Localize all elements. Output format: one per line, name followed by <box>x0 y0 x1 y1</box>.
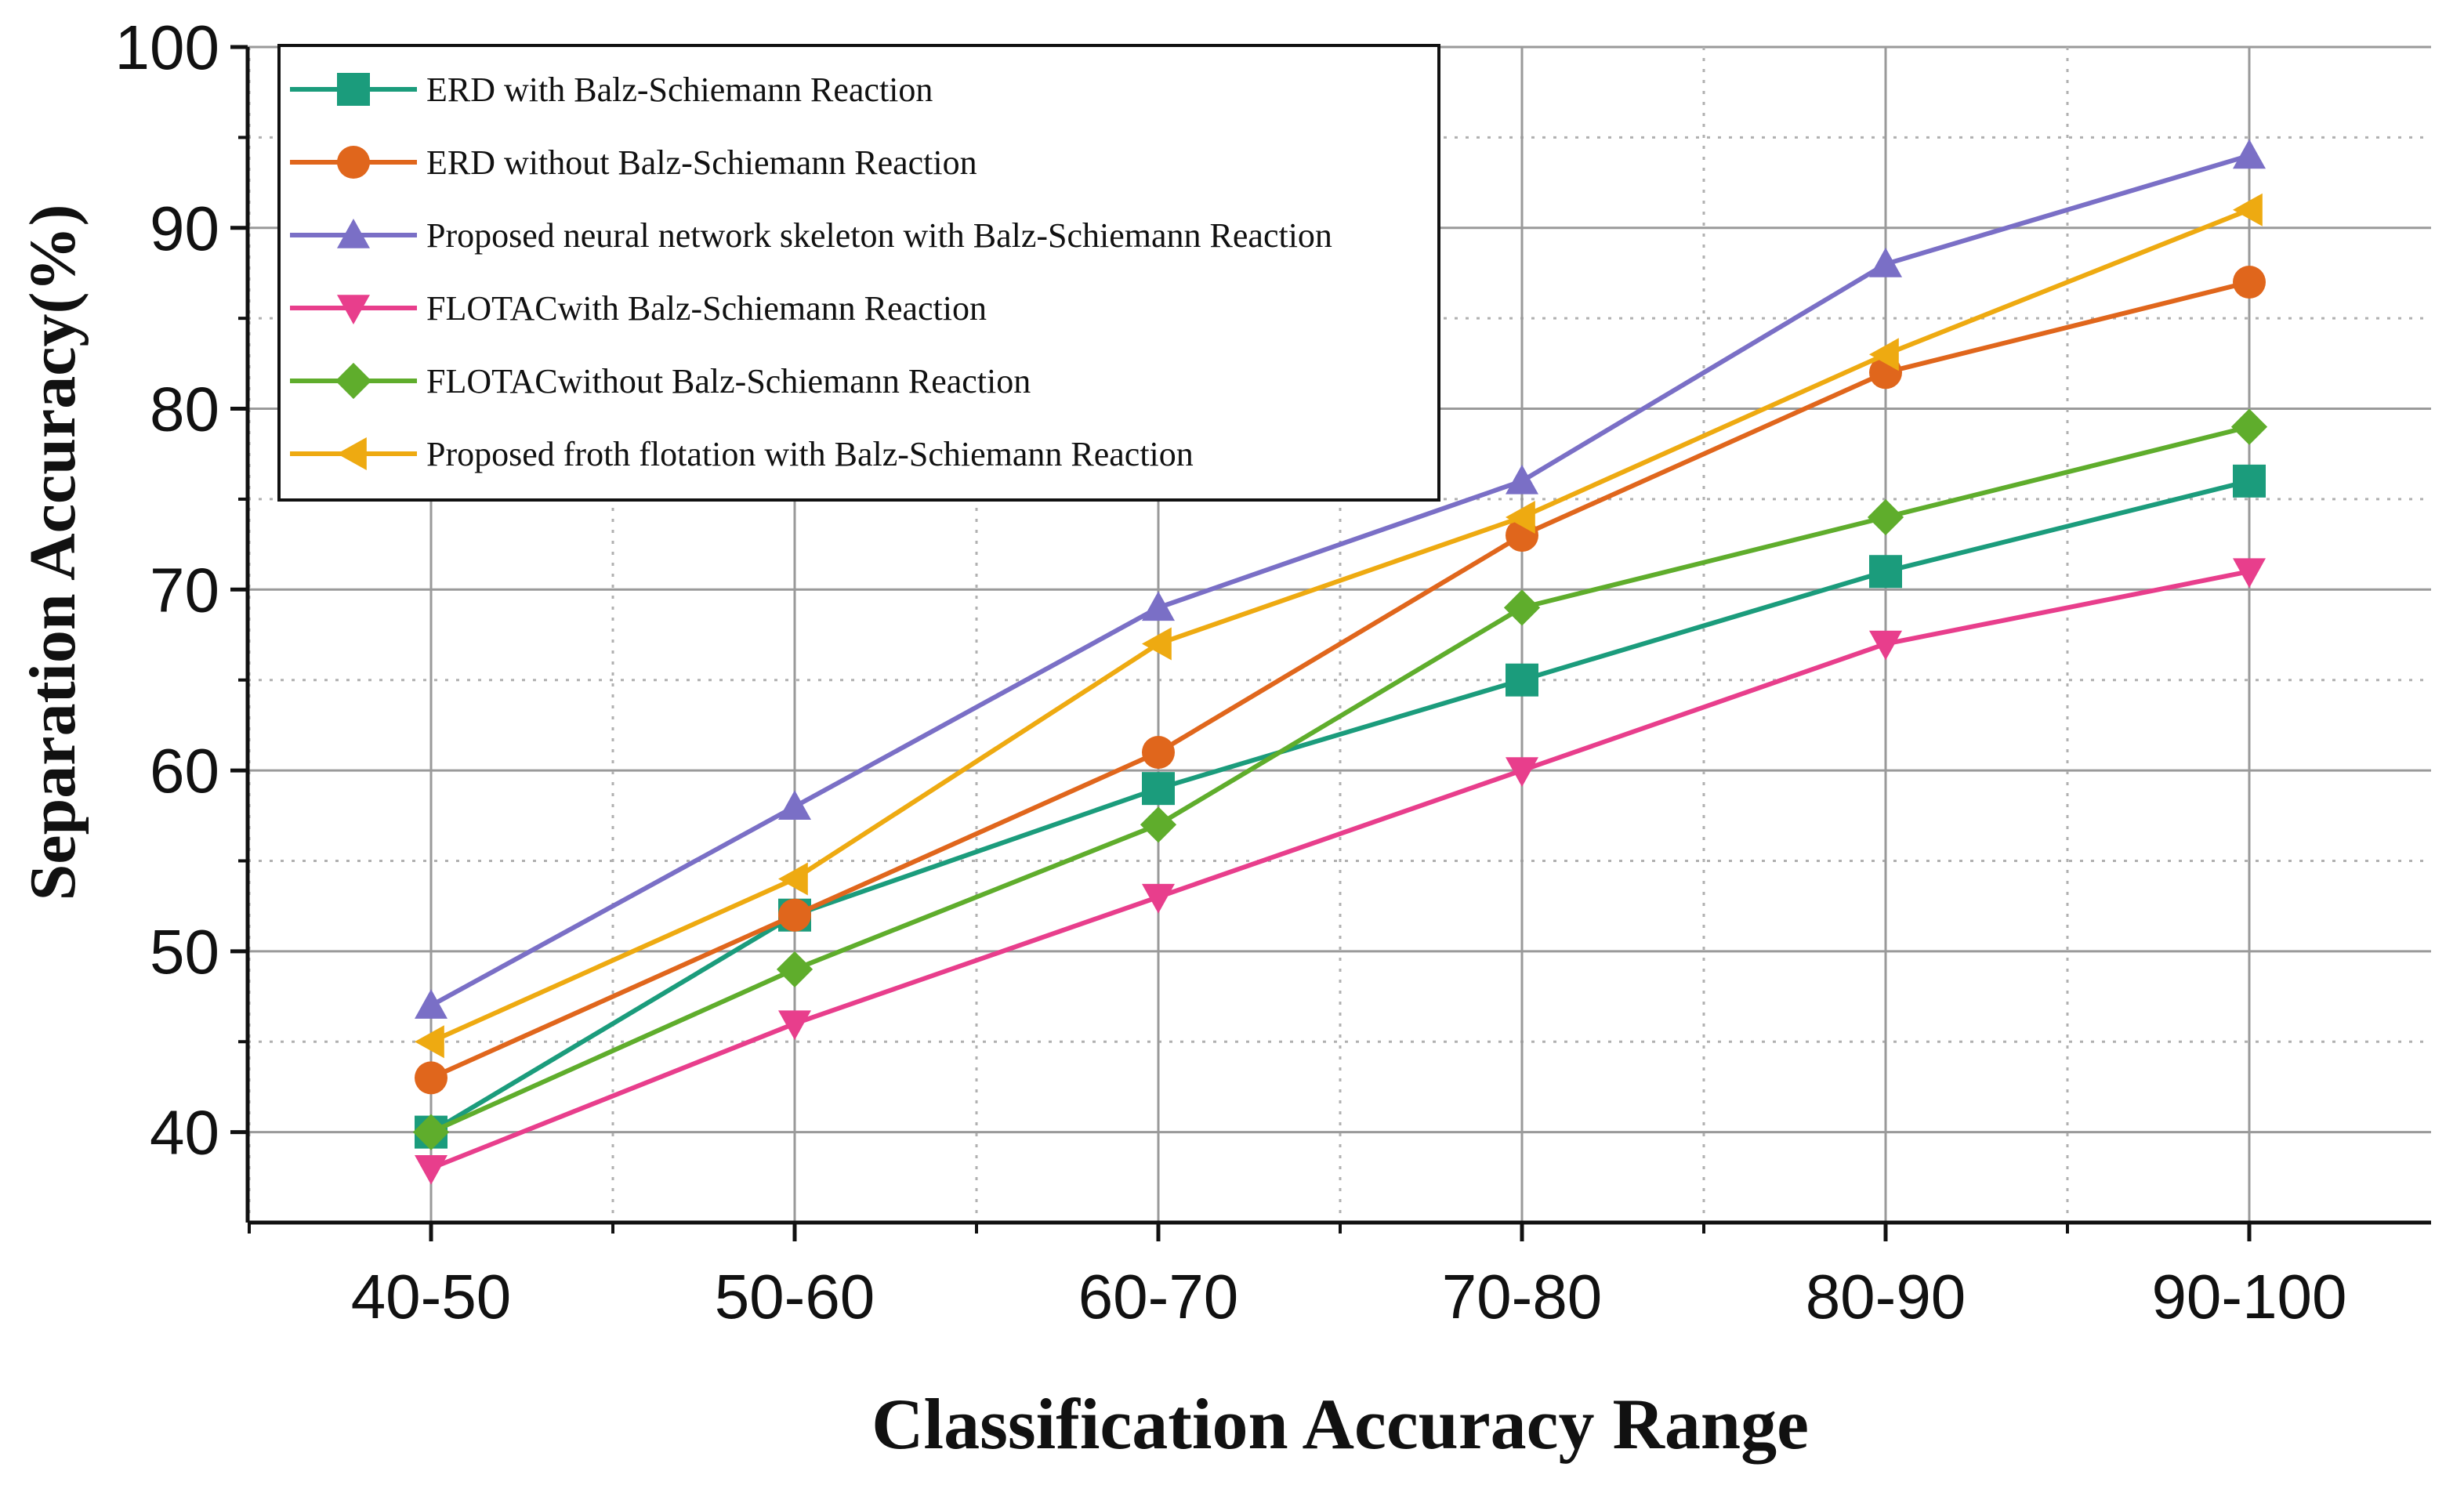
x-tick-label: 70-80 <box>1442 1262 1603 1331</box>
legend-label: ERD without Balz-Schiemann Reaction <box>426 143 977 182</box>
legend-marker <box>337 73 370 106</box>
data-point <box>1503 589 1541 626</box>
series-line <box>429 153 2250 1008</box>
data-point <box>1867 498 1904 536</box>
series-line <box>429 424 2250 1135</box>
data-point <box>1142 591 1175 621</box>
y-tick-label: 60 <box>150 736 219 806</box>
legend-entry: FLOTACwithout Balz-Schiemann Reaction <box>290 362 1031 400</box>
x-tick-label: 60-70 <box>1078 1262 1239 1331</box>
data-point <box>1869 630 1902 661</box>
data-point <box>415 989 448 1019</box>
data-point <box>415 1061 448 1095</box>
data-point <box>778 790 811 821</box>
legend-box <box>277 44 1440 502</box>
y-tick-label: 70 <box>150 555 219 625</box>
legend-label: Proposed neural network skeleton with Ba… <box>426 216 1332 255</box>
series-line <box>429 569 2250 1171</box>
data-point <box>1506 464 1538 495</box>
series-layer <box>412 139 2268 1185</box>
data-point <box>412 1114 450 1150</box>
data-point <box>2233 464 2266 498</box>
data-point <box>776 951 813 988</box>
legend-marker <box>337 437 367 470</box>
y-tick-label: 40 <box>150 1098 219 1168</box>
data-point <box>1142 736 1175 769</box>
legend-label: Proposed froth flotation with Balz-Schie… <box>426 435 1194 473</box>
series-line <box>429 478 2250 1135</box>
series-6 <box>415 193 2263 1059</box>
data-point <box>2233 558 2266 589</box>
data-point <box>778 898 811 932</box>
y-tick-label: 90 <box>150 194 219 263</box>
x-tick-label: 90-100 <box>2151 1262 2346 1331</box>
y-tick-label: 100 <box>115 13 219 82</box>
data-point <box>415 1154 448 1185</box>
series-5 <box>412 408 2268 1150</box>
legend-label: FLOTACwith Balz-Schiemann Reaction <box>426 289 987 328</box>
legend-label: FLOTACwithout Balz-Schiemann Reaction <box>426 362 1031 400</box>
data-point <box>778 862 808 896</box>
data-point <box>1506 501 1535 534</box>
legend-entry: FLOTACwith Balz-Schiemann Reaction <box>290 289 987 328</box>
data-point <box>1869 555 1902 589</box>
series-3 <box>415 139 2266 1019</box>
data-point <box>1142 772 1175 806</box>
legend: ERD with Balz-Schiemann Reaction ERD with… <box>277 44 1440 502</box>
legend-label: ERD with Balz-Schiemann Reaction <box>426 71 933 109</box>
y-tick-label: 50 <box>150 917 219 987</box>
legend-marker <box>337 146 370 179</box>
data-point <box>2230 408 2268 445</box>
legend-entry: ERD without Balz-Schiemann Reaction <box>290 143 977 182</box>
legend-marker <box>337 219 370 248</box>
legend-marker <box>337 295 370 324</box>
x-tick-label: 40-50 <box>351 1262 512 1331</box>
data-point <box>415 1025 444 1059</box>
data-point <box>2233 139 2266 169</box>
series-4 <box>415 558 2266 1185</box>
series-line <box>429 280 2250 1081</box>
data-point <box>1140 806 1177 843</box>
y-tick-label: 80 <box>150 375 219 444</box>
data-point <box>1869 338 1899 371</box>
legend-entry: Proposed neural network skeleton with Ba… <box>290 216 1332 255</box>
x-tick-label: 50-60 <box>715 1262 875 1331</box>
x-tick-label: 80-90 <box>1806 1262 1966 1331</box>
data-point <box>1869 247 1902 277</box>
x-axis-title: Classification Accuracy Range <box>871 1384 1809 1464</box>
series-line <box>429 207 2251 1044</box>
data-point <box>2233 266 2266 299</box>
legend-marker <box>335 362 372 400</box>
data-point <box>1142 627 1172 661</box>
data-point <box>2233 193 2263 226</box>
data-point <box>1506 663 1538 697</box>
legend-entry: ERD with Balz-Schiemann Reaction <box>290 71 933 109</box>
data-point <box>778 1010 811 1041</box>
y-axis-title: Separation Accuracy(%) <box>16 205 89 901</box>
axes: 40 50 60 70 80 90 100 40-50 50-60 60-70 70-80 80-90… <box>115 13 2431 1331</box>
data-point <box>1142 883 1175 914</box>
legend-entry: Proposed froth flotation with Balz-Schie… <box>290 435 1194 473</box>
data-point <box>1506 757 1538 788</box>
